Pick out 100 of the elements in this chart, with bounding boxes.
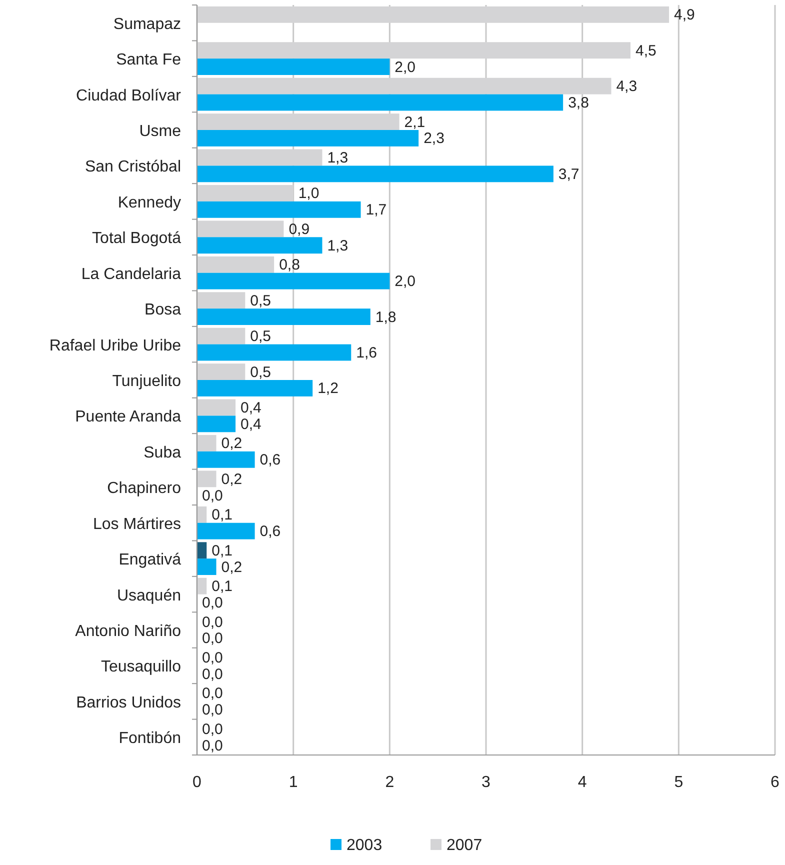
data-label: 0,6 (260, 452, 281, 469)
bar (197, 166, 554, 182)
data-label: 0,5 (250, 292, 272, 310)
bar (197, 78, 612, 94)
y-tick-label: Bosa (144, 302, 182, 319)
bar (197, 522, 255, 540)
y-tick-label: Usme (139, 123, 182, 140)
y-tick-label: Teusaquillo (100, 658, 182, 676)
bar (197, 130, 419, 146)
y-tick-label: Ciudad Bolívar (76, 87, 182, 104)
bar (197, 185, 294, 202)
bar (197, 399, 236, 416)
bar (197, 220, 284, 238)
bar (197, 470, 216, 488)
data-label: 0,0 (202, 630, 223, 648)
x-tick-label: 3 (482, 774, 491, 791)
bar (197, 506, 207, 523)
y-tick-label: Engativá (118, 552, 182, 569)
data-label: 0,8 (279, 256, 300, 274)
data-label: 0,4 (240, 416, 262, 433)
y-tick-label: Chapinero (107, 480, 182, 498)
x-tick-label: 5 (674, 774, 684, 791)
data-label: 4,5 (636, 42, 656, 60)
bar (197, 308, 370, 325)
data-label: 0,0 (202, 720, 223, 738)
data-label: 1,2 (318, 380, 338, 398)
bar (197, 380, 313, 396)
y-tick-label: Santa Fe (116, 52, 182, 69)
y-tick-label: Kennedy (118, 194, 181, 212)
y-tick-label: Suba (144, 444, 182, 462)
data-label: 0,0 (202, 666, 223, 683)
data-label: 4,9 (674, 6, 695, 24)
data-label: 0,9 (288, 220, 310, 238)
bar (197, 558, 216, 575)
y-tick-label: Rafael Uribe Uribe (49, 337, 182, 354)
bar (197, 542, 207, 559)
y-tick-label: Total Bogotá (92, 230, 182, 248)
data-label: 2,0 (394, 273, 416, 290)
y-tick-label: Usaquén (116, 587, 181, 604)
y-tick-label: Antonio Nariño (75, 623, 182, 640)
bar (197, 42, 630, 59)
bar (197, 344, 352, 361)
data-label: 0,6 (260, 523, 281, 540)
bar (197, 292, 246, 309)
y-tick-label: Sumapaz (113, 16, 181, 33)
x-tick-label: 4 (578, 774, 587, 791)
data-label: 2,0 (394, 58, 416, 76)
data-label: 0,2 (221, 435, 242, 452)
data-label: 2,1 (404, 114, 426, 131)
y-tick-label: Tunjuelito (112, 373, 182, 390)
data-label: 1,7 (366, 202, 387, 219)
x-tick-label: 6 (770, 774, 780, 791)
data-label: 0,0 (202, 594, 223, 612)
data-label: 0,1 (212, 506, 232, 524)
data-label: 0,2 (221, 470, 242, 488)
bar (197, 416, 236, 432)
y-tick-label: San Cristóbal (84, 158, 181, 176)
bar (197, 6, 670, 23)
data-label: 0,0 (202, 737, 223, 754)
data-label: 0,5 (250, 328, 272, 346)
data-label: 0,0 (202, 487, 223, 504)
bar (197, 451, 255, 468)
data-label: 0,2 (221, 558, 242, 576)
bar (197, 237, 322, 254)
bar (197, 58, 390, 75)
x-tick-label: 1 (288, 774, 298, 791)
data-label: 3,7 (558, 166, 580, 183)
data-label: 1,0 (298, 185, 320, 202)
data-label: 0,5 (250, 364, 272, 381)
bar (197, 114, 400, 130)
bar (197, 364, 246, 380)
bar (197, 201, 361, 218)
data-label: 0,0 (202, 650, 223, 666)
data-label: 1,6 (356, 344, 377, 362)
legend-label: 2003 (346, 837, 382, 854)
x-tick-label: 2 (385, 774, 394, 791)
bar (197, 578, 207, 594)
bar (197, 94, 564, 111)
y-tick-label: Barrios Unidos (76, 694, 181, 712)
data-label: 1,3 (327, 150, 348, 166)
data-label: 1,3 (327, 237, 348, 254)
data-label: 3,8 (568, 94, 589, 112)
data-label: 0,0 (202, 685, 223, 702)
bar (197, 272, 390, 290)
x-tick-label: 0 (192, 774, 202, 791)
y-tick-label: Los Mártires (92, 516, 181, 533)
y-tick-label: Fontibón (118, 730, 181, 748)
data-label: 2,3 (424, 130, 444, 148)
bar (197, 328, 246, 344)
y-tick-label: Puente Aranda (75, 408, 182, 426)
data-label: 1,8 (375, 308, 396, 326)
bar (197, 149, 322, 166)
data-label: 0,1 (212, 578, 232, 596)
data-label: 0,0 (202, 702, 223, 719)
data-label: 0,0 (202, 614, 223, 631)
data-label: 4,3 (616, 78, 638, 96)
data-label: 0,1 (212, 542, 232, 560)
data-label: 0,4 (240, 400, 262, 416)
legend-label: 2007 (446, 837, 482, 854)
bar (197, 435, 216, 452)
